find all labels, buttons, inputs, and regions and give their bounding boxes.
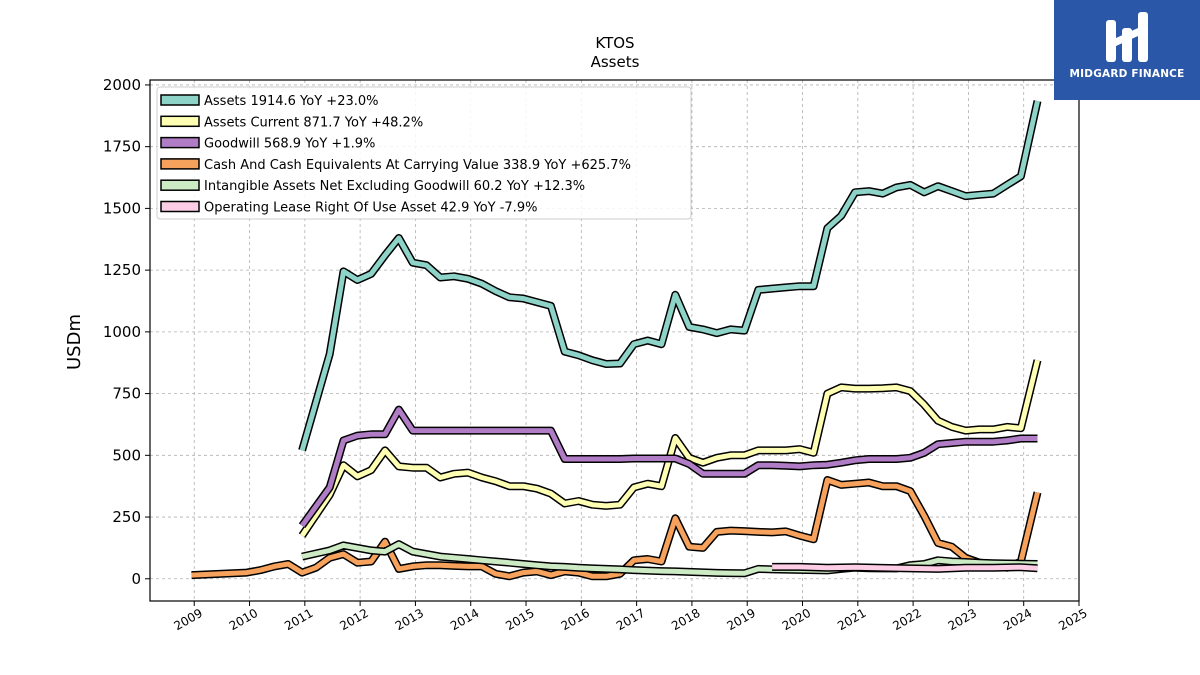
x-tick-label: 2017 (614, 606, 647, 633)
legend-label: Assets 1914.6 YoY +23.0% (204, 94, 379, 109)
y-tick-label: 500 (112, 446, 141, 464)
legend: Assets 1914.6 YoY +23.0% Assets Current 8… (156, 86, 692, 220)
x-tick-label: 2014 (448, 606, 481, 633)
series-line-4 (191, 477, 1040, 579)
legend-swatch (160, 136, 200, 149)
chart-subtitle: Assets (591, 53, 640, 71)
x-tick-label: 2019 (724, 606, 757, 633)
x-tick-label: 2022 (890, 606, 923, 633)
x-tick-label: 2010 (227, 606, 260, 633)
legend-label: Cash And Cash Equivalents At Carrying Va… (204, 158, 631, 173)
brand-name: MIDGARD FINANCE (1069, 68, 1185, 80)
x-tick-label: 2012 (337, 606, 370, 633)
legend-label: Operating Lease Right Of Use Asset 42.9 … (204, 201, 537, 216)
brand-logo-icon (1106, 12, 1148, 62)
series-line-6 (772, 564, 1038, 572)
legend-label: Goodwill 568.9 YoY +1.9% (204, 137, 375, 152)
x-tick-label: 2009 (172, 606, 205, 633)
x-tick-label: 2021 (835, 606, 868, 633)
y-tick-label: 1000 (103, 323, 141, 341)
x-tick-label: 2011 (282, 606, 315, 633)
y-tick-label: 250 (112, 508, 141, 526)
legend-swatch (160, 179, 200, 191)
y-tick-label: 0 (131, 570, 141, 588)
legend-swatch (160, 158, 200, 170)
x-tick-label: 2016 (559, 606, 592, 633)
x-tick-label: 2018 (669, 606, 702, 633)
y-axis-label: USDm (64, 314, 85, 370)
legend-swatch (160, 115, 200, 128)
plot-frame (149, 79, 1080, 602)
legend-label: Intangible Assets Net Excluding Goodwill… (204, 179, 585, 194)
x-tick-label: 2023 (946, 606, 979, 633)
x-tick-label: 2013 (393, 606, 426, 633)
x-tick-label: 2015 (503, 606, 536, 633)
brand-logo: MIDGARD FINANCE (1054, 0, 1200, 100)
chart-title: KTOS (595, 34, 634, 52)
series-layer (191, 100, 1042, 581)
x-tick-label: 2025 (1056, 606, 1089, 633)
legend-swatch (160, 94, 200, 106)
legend-box (156, 86, 692, 220)
legend-label: Assets Current 871.7 YoY +48.2% (204, 115, 423, 130)
series-line-1 (299, 100, 1040, 452)
y-tick-label: 1250 (103, 261, 141, 279)
series-line-2 (300, 359, 1040, 538)
y-tick-label: 1500 (103, 199, 141, 217)
series-line-3 (300, 407, 1038, 528)
y-tick-label: 2000 (103, 76, 141, 94)
legend-swatch (160, 200, 200, 213)
x-tick-label: 2024 (1001, 606, 1034, 633)
y-tick-label: 750 (112, 385, 141, 403)
y-tick-label: 1750 (103, 138, 141, 156)
x-tick-label: 2020 (780, 606, 813, 633)
